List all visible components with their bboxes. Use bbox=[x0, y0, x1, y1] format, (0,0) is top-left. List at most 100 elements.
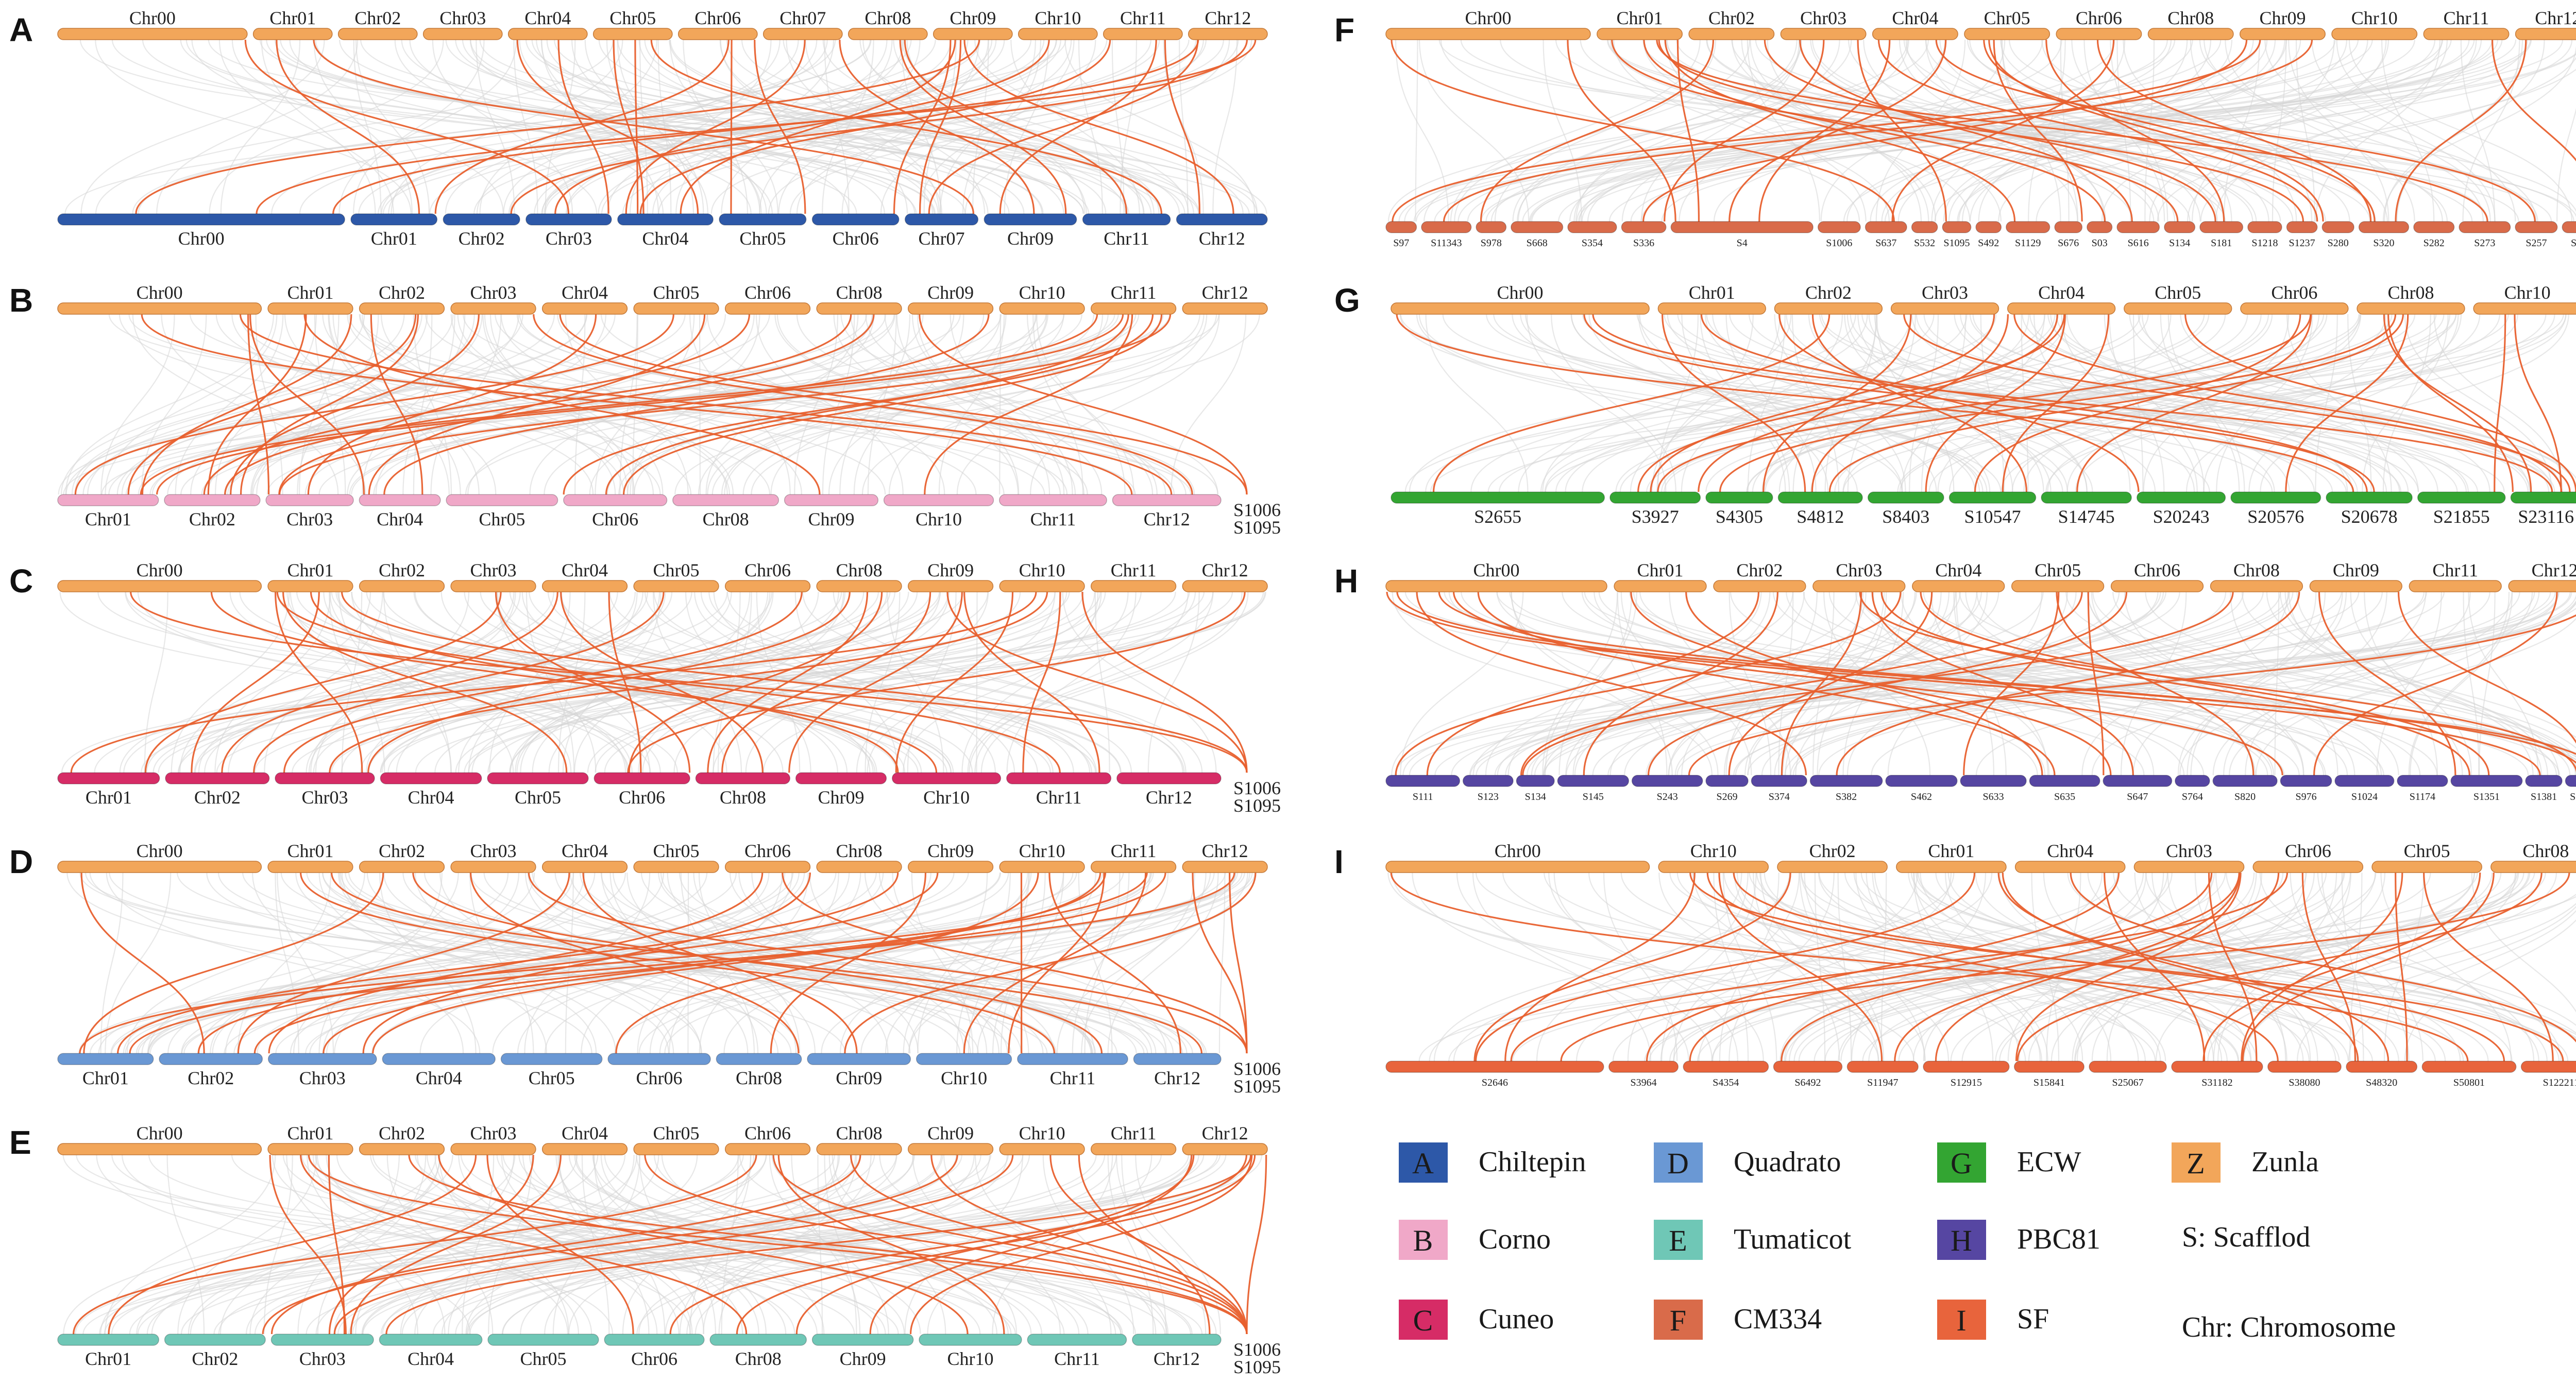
gray-link bbox=[190, 314, 428, 495]
query-chromosome-bar bbox=[811, 213, 900, 226]
gray-link bbox=[1676, 608, 2576, 776]
zunla-chromosome-bar bbox=[633, 861, 719, 873]
query-chromosome-label: Chr10 bbox=[923, 787, 970, 808]
red-link bbox=[299, 1154, 748, 1335]
gray-link bbox=[679, 872, 1157, 1054]
red-link bbox=[1650, 314, 1995, 492]
gray-link bbox=[1786, 314, 2156, 492]
gray-link bbox=[888, 314, 1104, 495]
query-chromosome-label: S243 bbox=[1657, 791, 1678, 803]
red-link bbox=[2070, 872, 2576, 1043]
red-link bbox=[999, 39, 1157, 214]
red-link bbox=[276, 591, 1061, 773]
gray-link bbox=[1062, 591, 1217, 773]
zunla-chromosome-bar bbox=[762, 28, 843, 40]
query-chromosome-label: S1024 bbox=[2351, 791, 2378, 803]
red-link bbox=[2492, 39, 2576, 162]
gray-link bbox=[974, 39, 1258, 214]
gray-link bbox=[896, 314, 1020, 495]
gray-link bbox=[1418, 39, 1530, 222]
zunla-chromosome-label: Chr02 bbox=[354, 8, 401, 28]
query-chromosome-label: Chr11 bbox=[1030, 509, 1076, 530]
zunla-chromosome-bar bbox=[999, 861, 1085, 873]
query-chromosome-label: S633 bbox=[1983, 791, 2004, 803]
gray-link bbox=[1947, 872, 2399, 1062]
zunla-chromosome-label: Chr11 bbox=[1111, 841, 1157, 861]
gray-link bbox=[161, 314, 366, 495]
query-chromosome-bar bbox=[57, 772, 160, 784]
query-chromosome-bar bbox=[784, 494, 879, 506]
query-chromosome-label: Chr12 bbox=[1144, 509, 1190, 530]
zunla-chromosome-label: Chr06 bbox=[2271, 282, 2317, 303]
query-chromosome-label: S15841 bbox=[2033, 1077, 2065, 1088]
query-chromosome-label: S668 bbox=[1527, 237, 1548, 249]
zunla-chromosome-bar bbox=[1182, 302, 1268, 315]
red-link bbox=[1395, 591, 1902, 776]
zunla-chromosome-bar bbox=[267, 1143, 353, 1155]
zunla-chromosome-bar bbox=[450, 1143, 536, 1155]
gray-link bbox=[109, 872, 1048, 1054]
red-link bbox=[559, 314, 1248, 495]
gray-link bbox=[2000, 39, 2388, 222]
zunla-chromosome-bar bbox=[1385, 861, 1650, 873]
gray-link bbox=[266, 39, 1084, 214]
red-link bbox=[1664, 39, 1825, 222]
red-link bbox=[895, 591, 1014, 773]
query-chromosome-label: S1095 bbox=[1943, 237, 1970, 249]
query-chromosome-label: S3927 bbox=[1632, 506, 1679, 527]
red-link bbox=[1718, 872, 1883, 1062]
gray-link bbox=[89, 872, 846, 1054]
query-chromosome-bar bbox=[165, 772, 270, 784]
gray-link bbox=[2311, 39, 2496, 222]
zunla-chromosome-label: Chr06 bbox=[2134, 560, 2180, 580]
gray-link bbox=[1416, 314, 1858, 492]
gray-link bbox=[1553, 872, 1738, 1062]
red-link bbox=[928, 39, 1199, 214]
red-link bbox=[627, 591, 1246, 773]
red-link bbox=[2313, 591, 2558, 776]
zunla-chromosome-bar bbox=[1688, 28, 1775, 40]
query-chromosome-bar bbox=[57, 1334, 160, 1346]
zunla-chromosome-bar bbox=[1018, 28, 1098, 40]
gray-link bbox=[1516, 39, 1852, 222]
gray-link bbox=[450, 314, 728, 495]
gray-link bbox=[1400, 591, 1524, 776]
query-chromosome-bar bbox=[883, 494, 994, 506]
gray-link bbox=[1575, 872, 1993, 1062]
gray-link bbox=[2556, 108, 2576, 222]
gray-link bbox=[1744, 591, 1956, 776]
gray-link bbox=[2072, 872, 2263, 1062]
gray-link bbox=[457, 314, 734, 495]
gray-link bbox=[322, 872, 961, 1054]
gray-link bbox=[445, 39, 799, 214]
query-chromosome-label: S48320 bbox=[2366, 1077, 2397, 1088]
gray-link bbox=[1872, 872, 2041, 1062]
red-link bbox=[80, 872, 205, 1054]
gray-link bbox=[402, 314, 455, 495]
gray-link bbox=[338, 39, 517, 214]
gray-link bbox=[1505, 591, 2180, 776]
query-chromosome-bar bbox=[1885, 775, 1958, 787]
query-chromosome-bar bbox=[2515, 221, 2558, 233]
gray-link bbox=[822, 39, 1160, 214]
gray-link bbox=[2404, 919, 2576, 1062]
gray-link bbox=[1697, 872, 2524, 1062]
zunla-chromosome-label: Chr01 bbox=[1637, 560, 1684, 580]
gray-link bbox=[2047, 314, 2576, 488]
gray-link bbox=[151, 1154, 599, 1335]
gray-link bbox=[313, 39, 413, 214]
red-link bbox=[1022, 591, 1061, 773]
query-chromosome-bar bbox=[1391, 491, 1605, 504]
gray-link bbox=[322, 872, 1137, 1054]
query-chromosome-label: S1381 bbox=[2531, 791, 2557, 803]
query-chromosome-label: Chr08 bbox=[736, 1068, 782, 1088]
query-chromosome-bar bbox=[1516, 775, 1555, 787]
query-chromosome-label: Chr12 bbox=[1154, 1348, 1200, 1369]
red-link bbox=[1583, 314, 2375, 492]
zunla-chromosome-label: Chr04 bbox=[562, 841, 608, 861]
query-chromosome-label: Chr12 bbox=[1199, 228, 1245, 249]
zunla-chromosome-bar bbox=[1912, 580, 2005, 592]
red-link bbox=[1473, 872, 1791, 1062]
gray-link bbox=[495, 314, 1088, 495]
gray-link bbox=[147, 872, 509, 1054]
